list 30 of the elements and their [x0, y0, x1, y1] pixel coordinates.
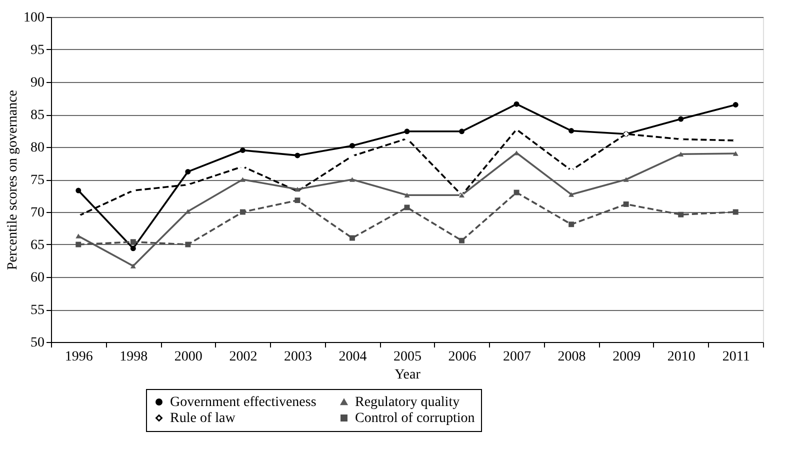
- y-axis-title: Percentile scores on governance: [6, 90, 20, 270]
- y-tick-label: 65: [30, 238, 44, 253]
- x-tick-label: 2010: [667, 350, 696, 364]
- x-tick-label: 2006: [448, 350, 476, 364]
- y-tick-label: 70: [30, 206, 44, 220]
- x-tick-label: 2007: [503, 350, 532, 364]
- x-tick-label: 2004: [338, 350, 367, 364]
- x-tick-label: 2002: [229, 350, 258, 364]
- legend-label: Control of corruption: [355, 411, 475, 426]
- legend-label: Government effectiveness: [170, 395, 316, 410]
- x-tick-label: 2005: [394, 350, 422, 364]
- x-tick-label: 1996: [64, 350, 93, 364]
- y-tick-label: 60: [30, 270, 44, 286]
- y-tick-label: 100: [24, 10, 44, 26]
- x-tick-label: 2003: [284, 350, 312, 364]
- y-tick-label: 55: [30, 303, 44, 318]
- legend-label: Rule of law: [170, 411, 236, 426]
- x-tick-label: 2000: [174, 350, 202, 364]
- y-tick-label: 50: [30, 336, 44, 350]
- x-axis-title: Year: [394, 368, 421, 382]
- x-tick-label: 2008: [558, 350, 586, 364]
- y-tick-label: 75: [30, 173, 44, 188]
- x-tick-label: 2009: [612, 350, 641, 364]
- y-tick-label: 90: [30, 76, 44, 90]
- y-tick-label: 80: [30, 140, 44, 156]
- x-tick-label: 1998: [120, 350, 148, 364]
- legend-label: Regulatory quality: [355, 395, 460, 410]
- x-tick-label: 2011: [722, 350, 750, 364]
- y-tick-label: 85: [30, 108, 44, 123]
- y-tick-label: 95: [30, 43, 44, 58]
